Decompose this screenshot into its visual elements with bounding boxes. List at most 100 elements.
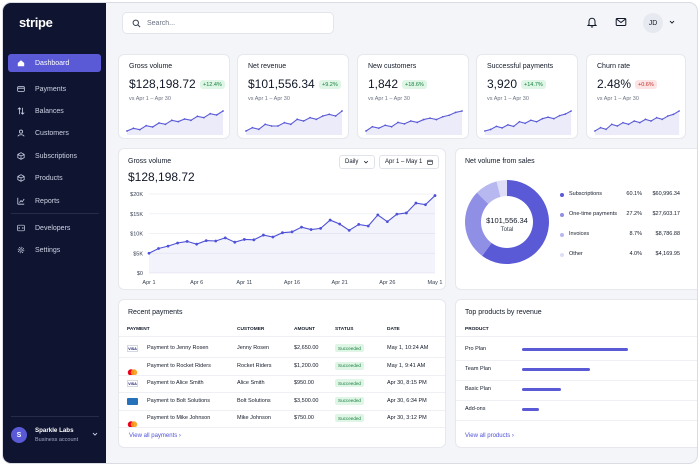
table-header: DATE [387,327,400,332]
sparkline-point [495,125,498,128]
sidebar-item-subscriptions[interactable]: Subscriptions [8,147,101,165]
sidebar-divider [11,416,99,417]
sparkline-point [610,123,613,126]
customer-name: Jenny Rosen [237,345,270,351]
bell-icon[interactable] [586,16,598,28]
sparkline-point [435,118,438,121]
visa-icon: VISA [127,380,138,387]
data-point [319,226,322,230]
sparkline-line [245,110,343,132]
sparkline-point [667,115,669,117]
sparkline-point [170,119,173,122]
data-point [338,222,342,226]
sparkline-point [627,123,630,126]
sidebar-item-customers[interactable]: Customers [8,124,101,142]
kpi-card[interactable]: Gross volume $128,198.72 +12.4% vs Apr 1 – … [118,54,230,139]
row-divider [119,409,445,411]
row-divider [456,399,697,401]
table-header: PRODUCT [465,327,489,332]
table-row[interactable]: Payment to Rocket Riders Rocket Riders $1,… [119,358,445,376]
table-row[interactable]: Add-ons$5,773.42 [456,400,697,421]
sparkline-point [605,128,607,131]
data-point [300,225,303,229]
sidebar-item-payments[interactable]: Payments [8,80,101,98]
sparkline-point [222,110,224,112]
sidebar-item-dashboard[interactable]: Dashboard [8,54,101,72]
payment-amount: $3,500.00 [294,397,319,404]
home-icon [17,60,25,67]
table-row[interactable]: Pro Plan$48,215.34 [456,340,697,361]
sparkline-point [138,128,141,131]
chevron-down-icon [92,432,98,436]
y-tick-label: $10K [130,232,143,238]
search-box[interactable] [122,12,334,34]
sidebar-item-settings[interactable]: Settings [8,241,101,259]
sparkline-point [397,121,399,124]
kpi-card[interactable]: Net revenue $101,556.34 +9.2% vs Apr 1 – Ap… [237,54,349,139]
sidebar-item-products[interactable]: Products [8,169,101,187]
sparkline-point [650,120,652,122]
data-point [357,223,361,226]
sidebar-item-balances[interactable]: Balances [8,102,101,120]
donut-slice [496,180,507,197]
table-row[interactable]: Payment to Mike Johnson Mike Johnson $750.… [119,410,445,428]
sparkline-point [277,125,279,127]
table-row[interactable]: Team Plan$32,154.74 [456,360,697,381]
calendar-icon [427,159,434,165]
row-divider [456,379,697,381]
table-row[interactable]: Payment to Bolt Solutions Bolt Solutions $… [119,393,445,411]
sparkline-point [245,130,247,132]
kpi-compare: vs Apr 1 – Apr 30 [129,96,171,102]
legend-label: Invoices [569,231,590,237]
recent-payments-card: Recent payments PAYMENT CUSTOMER AMOUNT STA… [118,299,446,448]
x-tick-label: Apr 1 [142,280,155,286]
sparkline-point [594,130,596,132]
date-range-picker[interactable]: Apr 1 – May 1 [379,155,440,169]
sparkline-point [390,125,393,128]
chevron-down-icon[interactable] [668,18,676,26]
status-badge: Succeeded [335,396,364,405]
sparkline-point [264,123,267,126]
table-row[interactable]: VISA Payment to Jenny Rosen Jenny Rosen $2,… [119,340,445,358]
chart-icon [17,197,25,205]
interval-label: Daily [345,159,359,165]
sparkline-line [365,110,463,132]
kpi-card[interactable]: New customers 1,842 +18.6% vs Apr 1 – Apr 3… [357,54,469,139]
data-point [347,228,351,232]
sparkline-point [334,115,337,117]
data-point [204,239,208,243]
view-all-products-link[interactable]: View all products › [465,433,514,439]
data-point [262,233,265,237]
sparkline-point [599,126,602,129]
legend-percent: 8.7% [629,231,642,237]
data-point [414,201,418,205]
search-input[interactable] [147,19,307,27]
account-switcher[interactable]: S Sparkle Labs Business account [11,425,101,445]
sparkline-point [416,121,419,124]
product-name: Pro Plan [465,346,487,352]
kpi-compare: vs Apr 1 – Apr 30 [487,96,529,102]
sidebar-item-label: Settings [35,246,61,254]
data-point [328,218,332,222]
table-row[interactable]: VISA Payment to Alice Smith Alice Smith $95… [119,375,445,393]
mail-icon[interactable] [615,16,627,28]
top-bar: JD [106,3,697,45]
user-avatar[interactable]: JD [643,13,663,33]
donut-slice [476,181,501,204]
sparkline-point [489,128,492,131]
legend-label: One-time payments [569,211,617,217]
sparkline-point [296,118,299,121]
sidebar-item-developers[interactable]: Developers [8,219,101,237]
interval-select[interactable]: Daily [339,155,376,169]
kpi-sparkline [126,110,224,135]
sparkline-point [518,120,521,123]
kpi-sparkline [594,110,680,135]
table-row[interactable]: Basic Plan$15,413.36 [456,380,697,401]
customer-name: Bolt Solutions [237,397,271,404]
sidebar-item-reports[interactable]: Reports [8,192,101,210]
kpi-card[interactable]: Churn rate 2.48% +0.6% vs Apr 1 – Apr 30 [586,54,686,139]
stripe-logo[interactable]: stripe [19,15,53,30]
view-all-payments-link[interactable]: View all payments › [129,433,181,439]
kpi-card[interactable]: Successful payments 3,920 +14.7% vs Apr 1 –… [476,54,578,139]
